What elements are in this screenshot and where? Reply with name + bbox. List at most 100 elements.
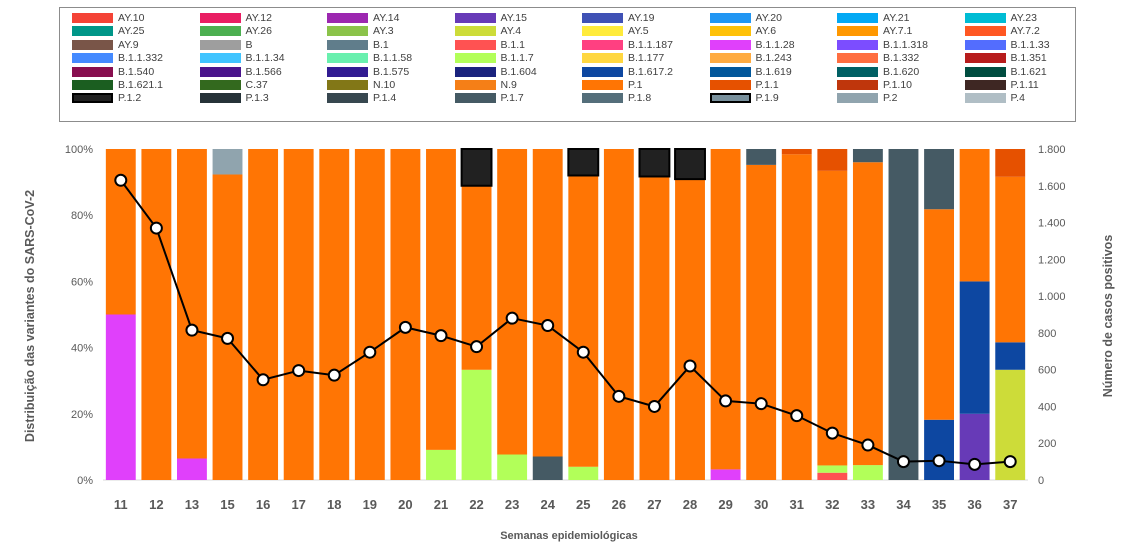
legend-swatch	[964, 39, 1006, 50]
legend-label: AY.19	[628, 12, 655, 24]
bar-segment-p-1	[924, 209, 954, 420]
legend-swatch	[454, 93, 496, 104]
legend-label: N.9	[500, 79, 517, 91]
x-tick-label: 32	[825, 497, 839, 512]
line-point	[434, 329, 448, 343]
y-tick-label: 100%	[65, 144, 93, 156]
legend-swatch	[709, 93, 751, 104]
bar-segment-p-1	[354, 149, 385, 480]
positive-cases-line	[114, 173, 1017, 471]
line-point	[292, 364, 306, 378]
legend-swatch	[964, 53, 1006, 64]
legend-swatch	[327, 80, 368, 90]
line-point	[896, 455, 910, 469]
bar-segment-p-1	[283, 149, 314, 480]
legend-label: P.1.1	[755, 79, 779, 91]
legend-label: B.1.1.332	[118, 52, 163, 65]
line-point	[221, 331, 235, 345]
legend-label: B.1.604	[500, 65, 537, 78]
bar-segment-b-1-1-7	[852, 465, 883, 480]
legend-label: B.1.1.33	[1010, 38, 1050, 51]
legend-swatch	[454, 66, 496, 77]
line-point	[470, 340, 484, 354]
line-point	[647, 399, 661, 413]
x-tick-label: 34	[896, 497, 911, 512]
bar-segment-p-2	[212, 149, 243, 175]
bar-segment-p-1	[426, 149, 456, 450]
bar-segment-p-1	[212, 174, 243, 480]
line-point	[861, 438, 875, 452]
legend-swatch	[72, 53, 113, 64]
x-tick-label: 29	[718, 497, 732, 512]
legend-swatch	[709, 80, 751, 90]
bar-segment-p-1-7	[746, 149, 777, 165]
x-axis-ticks: 11 12 13 15 16 17 18 19 20 21 22 23 24 25 26 27 28 29 30 31…	[114, 497, 1018, 512]
bar-segment-p-1-1	[817, 149, 848, 171]
bar-segment-p-1-2	[674, 148, 706, 181]
legend-label: B.1.1.187	[628, 38, 673, 51]
bar-segment-b-1-617-2	[995, 342, 1026, 370]
line-point	[932, 454, 946, 468]
y-axis-ticks: 0% 20% 40% 60% 80% 100%	[65, 144, 93, 487]
legend-label: AY.4	[500, 25, 522, 38]
legend-label: B.1.620	[883, 65, 920, 78]
legend-swatch	[199, 66, 241, 77]
legend-swatch	[582, 13, 623, 23]
x-tick-label: 21	[434, 497, 448, 512]
line-point	[363, 345, 377, 359]
bar-segment-b-1-1-7	[817, 465, 848, 473]
legend-label: AY.6	[755, 25, 777, 38]
legend-swatch	[709, 13, 751, 23]
legend-label: AY.7.2	[1010, 25, 1040, 38]
bar-segment-p-1	[603, 149, 634, 480]
legend-label: P.1.11	[1010, 79, 1039, 91]
legend-swatch	[837, 26, 878, 37]
x-tick-label: 33	[861, 497, 875, 512]
legend-swatch	[72, 39, 113, 50]
line-point	[327, 368, 341, 382]
bar-segment-p-1-2	[460, 148, 493, 187]
line-point	[576, 345, 590, 359]
y-tick-label: 0%	[77, 475, 93, 487]
legend-label: AY.5	[628, 25, 649, 38]
line-point	[825, 426, 839, 440]
y2-axis-ticks: 0 200 400 600 800 1.000 1.200 1.400 1.600 1.800	[1038, 144, 1066, 487]
legend-label: B.1.1.318	[883, 38, 928, 51]
legend-swatch	[964, 26, 1006, 37]
legend-label: B.1.619	[755, 65, 792, 78]
bars	[105, 148, 1026, 480]
legend-swatch	[327, 66, 368, 77]
legend-swatch	[582, 39, 623, 50]
legend-label: B.1.540	[118, 65, 155, 78]
line-point	[398, 320, 412, 334]
y2-tick-label: 200	[1038, 438, 1056, 450]
line-point	[754, 397, 768, 411]
y2-tick-label: 0	[1038, 475, 1044, 487]
x-tick-label: 18	[327, 497, 341, 512]
x-tick-label: 13	[185, 497, 199, 512]
y2-tick-label: 400	[1038, 401, 1056, 413]
bar-segment-b-1-1-28	[105, 314, 136, 480]
bar-segment-b-1-1	[817, 472, 848, 480]
bar-segment-p-1	[995, 176, 1026, 343]
legend: AY.10 AY.12 AY.14 AY.15 AY.19 AY.20 AY.21 AY.23…	[59, 7, 1076, 122]
legend-swatch	[327, 93, 368, 104]
legend-label: B.1.332	[883, 52, 920, 65]
legend-swatch	[199, 39, 241, 50]
legend-swatch	[582, 53, 623, 64]
legend-swatch	[709, 66, 751, 77]
legend-label: B.1.1.28	[755, 38, 795, 51]
legend-label: P.2	[883, 92, 898, 105]
legend-swatch	[72, 80, 113, 90]
line-point	[256, 373, 270, 387]
bar-segment-b-1-617-2	[959, 281, 990, 414]
legend-swatch	[327, 53, 368, 64]
legend-label: B	[245, 38, 253, 51]
legend-swatch	[964, 80, 1006, 90]
y-tick-label: 40%	[71, 343, 93, 355]
legend-label: P.4	[1010, 92, 1025, 105]
line-point	[968, 457, 982, 471]
bar-segment-p-1-7	[852, 149, 883, 163]
line-point	[505, 311, 519, 325]
